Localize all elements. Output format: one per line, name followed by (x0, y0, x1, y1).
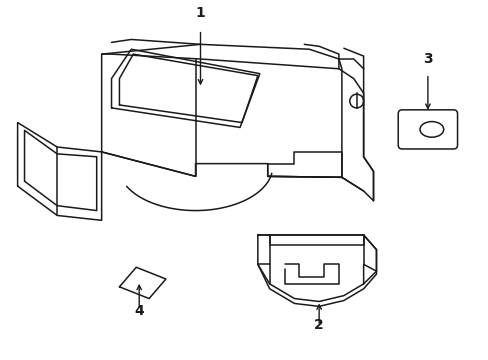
Text: 1: 1 (195, 6, 205, 20)
Text: 2: 2 (314, 318, 324, 332)
Text: 3: 3 (422, 52, 432, 66)
Text: 4: 4 (134, 304, 144, 318)
